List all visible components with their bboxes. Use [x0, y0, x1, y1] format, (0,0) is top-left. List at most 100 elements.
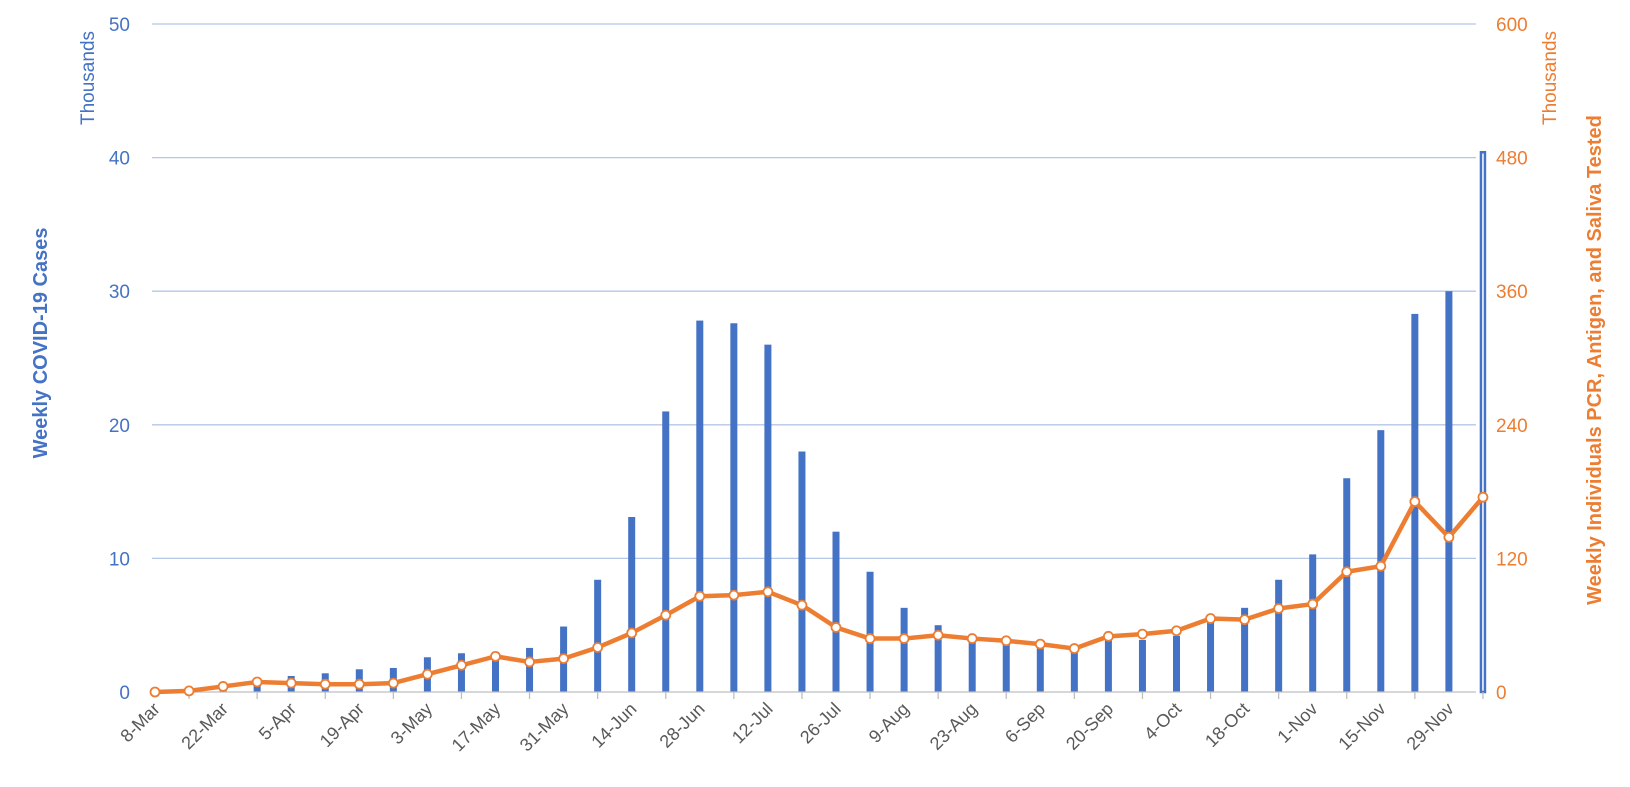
left-tick-label: 40 — [109, 149, 130, 170]
x-tick-label: 17-May — [448, 699, 505, 756]
bar — [730, 323, 738, 692]
line-point — [1341, 566, 1353, 578]
left-axis-title: Weekly COVID-19 Cases — [30, 228, 52, 459]
x-tick-label: 23-Aug — [926, 699, 981, 754]
x-tick-label: 22-Mar — [177, 699, 231, 753]
line-point — [728, 589, 740, 601]
bar — [798, 451, 806, 692]
x-tick-label: 14-Jun — [587, 699, 640, 752]
line-point — [490, 650, 501, 662]
line-series-tested — [152, 494, 1486, 695]
bar — [662, 411, 670, 692]
line-point — [932, 629, 944, 641]
line-point — [1171, 625, 1182, 637]
right-axis-unit: Thousands — [1540, 31, 1561, 125]
line-point — [149, 686, 161, 698]
line-point — [1273, 603, 1285, 614]
line-point — [217, 681, 229, 692]
bar — [1070, 649, 1078, 692]
x-tick-label: 3-May — [387, 699, 437, 749]
bar — [764, 344, 772, 692]
line-point — [1137, 628, 1148, 640]
right-axis-title: Weekly Individuals PCR, Antigen, and Sal… — [1584, 115, 1606, 605]
left-tick-label: 30 — [109, 282, 130, 303]
x-tick-label: 4-Oct — [1140, 699, 1185, 744]
left-axis-unit: Thousands — [78, 31, 99, 125]
bar — [492, 651, 499, 692]
tested-line — [152, 494, 1486, 695]
line-point — [183, 685, 195, 697]
bar — [832, 531, 840, 692]
left-axis-ticks: 0 10 20 30 40 50 — [109, 15, 130, 704]
right-tick-label: 600 — [1496, 15, 1528, 36]
line-point — [1034, 638, 1046, 650]
line-point — [898, 633, 910, 644]
left-tick-label: 50 — [109, 15, 130, 36]
x-axis-ticks: 8-Mar 22-Mar 5-Apr 19-Apr 3-May 17-May 31-May 1… — [116, 699, 1457, 756]
bar — [1445, 291, 1453, 692]
line-point — [524, 656, 535, 668]
left-tick-label: 20 — [109, 416, 130, 437]
line-point — [285, 677, 297, 689]
line-point — [387, 677, 399, 689]
right-axis-ticks: 0 120 240 360 480 600 — [1496, 15, 1528, 704]
x-tick-label: 15-Nov — [1334, 699, 1389, 754]
line-point — [353, 678, 365, 690]
line-point — [1307, 598, 1319, 610]
axes — [152, 691, 1484, 699]
line-markers — [149, 491, 1489, 698]
bar — [1173, 635, 1180, 692]
bar — [934, 625, 942, 692]
line-point — [592, 642, 604, 653]
line-point — [421, 668, 433, 680]
right-tick-label: 0 — [1496, 683, 1507, 704]
bar — [1138, 639, 1146, 692]
bar — [866, 571, 874, 692]
x-tick-label: 18-Oct — [1201, 699, 1253, 751]
line-point — [762, 586, 774, 598]
bar — [968, 639, 976, 692]
line-point — [1068, 643, 1080, 654]
line-point — [694, 590, 706, 602]
bar — [1309, 554, 1317, 692]
left-tick-label: 10 — [109, 549, 130, 570]
x-tick-label: 1-Nov — [1273, 699, 1321, 747]
x-tick-label: 5-Apr — [255, 699, 300, 744]
bar — [457, 653, 465, 692]
right-tick-label: 360 — [1496, 282, 1528, 303]
x-tick-label: 9-Aug — [865, 699, 913, 747]
bar — [1343, 478, 1351, 692]
line-point — [319, 678, 331, 690]
right-tick-label: 240 — [1496, 416, 1528, 437]
bar-series-cases — [185, 151, 1487, 694]
right-tick-label: 120 — [1496, 549, 1528, 570]
bar — [1036, 643, 1044, 692]
line-point — [660, 609, 672, 621]
line-point — [1000, 635, 1012, 647]
x-tick-label: 28-Jun — [656, 699, 709, 752]
x-tick-label: 6-Sep — [1001, 699, 1049, 747]
bar — [1002, 641, 1010, 692]
bar — [696, 320, 704, 692]
x-tick-label: 20-Sep — [1062, 699, 1117, 754]
line-point — [558, 653, 569, 664]
bar — [526, 647, 534, 692]
line-point — [1443, 531, 1455, 543]
bar — [1275, 579, 1283, 692]
x-tick-label: 19-Apr — [316, 699, 368, 751]
bar — [900, 607, 908, 692]
line-point — [1477, 491, 1489, 503]
bar — [628, 516, 636, 692]
right-tick-label: 480 — [1496, 149, 1528, 170]
line-point — [1375, 560, 1387, 572]
line-point — [626, 627, 638, 639]
line-point — [1103, 630, 1114, 642]
x-tick-label: 8-Mar — [116, 699, 163, 746]
line-point — [1205, 613, 1216, 624]
x-tick-label: 29-Nov — [1403, 699, 1458, 754]
x-tick-label: 26-Jul — [796, 699, 845, 748]
x-tick-label: 31-May — [516, 699, 573, 756]
line-point — [456, 659, 467, 671]
